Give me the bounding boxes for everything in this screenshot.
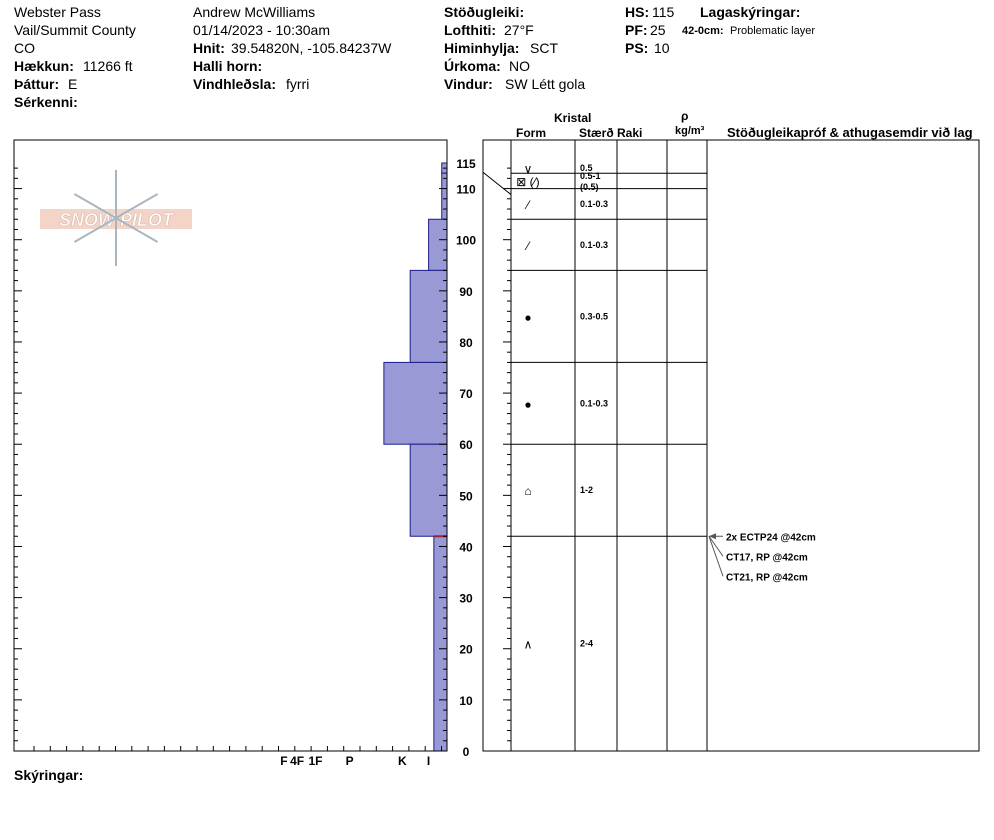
grain-size-7: 2-4	[580, 639, 593, 649]
depth-tick-label: 0	[463, 745, 470, 759]
air-temp-label: Lofthiti:	[444, 22, 497, 38]
hs-value: 115	[652, 4, 675, 20]
hardness-bar-6	[433, 535, 448, 752]
legend-label: Skýringar:	[14, 767, 84, 783]
stability-test-2: CT21, RP @42cm	[726, 572, 808, 583]
grain-size-1: 0.5-1	[580, 171, 601, 181]
crystal-header: Kristal	[554, 111, 592, 125]
grain-form-5: ●	[524, 397, 531, 411]
stability-label: Stöðugleiki:	[444, 4, 525, 20]
layers-legend-label: Lagaskýringar:	[700, 4, 801, 20]
depth-tick-label: 60	[459, 438, 473, 452]
hardness-plot-frame	[13, 139, 448, 752]
depth-tick-label: 110	[456, 183, 476, 197]
elevation-value: 11266 ft	[83, 58, 133, 74]
hardness-bar-3	[409, 269, 448, 363]
wind-value: SW Létt gola	[505, 76, 586, 92]
sky-label: Himinhylja:	[444, 40, 520, 56]
hardness-tick-label: 1F	[308, 754, 322, 768]
air-temp-value: 27°F	[504, 22, 534, 38]
slope-label: Halli horn:	[193, 58, 263, 74]
layers-legend-text: Problematic layer	[730, 25, 815, 37]
grain-form-0: ∨	[524, 162, 533, 176]
hardness-tick-label: 4F	[290, 754, 304, 768]
grain-form-1: ⊠ (⁄)	[516, 175, 539, 189]
tests-header: Stöðugleikapróf & athugasemdir við lag	[727, 125, 973, 140]
grain-size-1: (0.5)	[580, 182, 599, 192]
pf-label: PF:	[625, 22, 648, 38]
hardness-tick-label: I	[427, 754, 430, 768]
features-label: Sérkenni:	[14, 94, 78, 110]
elevation-label: Hækkun:	[14, 58, 74, 74]
state: CO	[14, 40, 35, 56]
form-header: Form	[516, 126, 546, 140]
region: Vail/Summit County	[14, 22, 136, 38]
grain-size-5: 0.1-0.3	[580, 398, 608, 408]
grain-form-7: ∧	[524, 638, 533, 652]
snowpilot-logo: SNOW PILOT	[40, 170, 192, 266]
aspect-value: E	[68, 76, 78, 92]
stability-test-1: CT17, RP @42cm	[726, 552, 808, 563]
depth-tick-label: 50	[459, 489, 473, 503]
snowflake-arm	[73, 193, 117, 219]
depth-tick-label: 80	[459, 336, 473, 350]
grain-size-4: 0.3-0.5	[580, 311, 608, 321]
hardness-bar-2	[428, 218, 448, 271]
density-symbol: ρ	[681, 109, 689, 123]
depth-tick-label: 30	[459, 592, 473, 606]
hardness-tick-label: P	[346, 754, 354, 768]
moisture-header: Raki	[617, 126, 643, 140]
ps-value: 10	[654, 40, 670, 56]
snowflake-arm	[115, 193, 159, 219]
hardness-bar-4	[383, 361, 448, 445]
ps-label: PS:	[625, 40, 649, 56]
depth-tick-label: 20	[459, 643, 473, 657]
precip-value: NO	[509, 58, 530, 74]
hardness-tick-label: F	[280, 754, 287, 768]
grain-size-3: 0.1-0.3	[580, 240, 608, 250]
layer-connector	[482, 171, 512, 195]
grain-form-2: ⁄	[524, 198, 531, 212]
grain-size-2: 0.1-0.3	[580, 199, 608, 209]
hs-label: HS:	[625, 4, 650, 20]
grain-form-3: ⁄	[524, 239, 531, 253]
layers-legend-depth: 42-0cm:	[682, 25, 724, 37]
observer: Andrew McWilliams	[193, 4, 316, 20]
location: Webster Pass	[14, 4, 101, 20]
snowflake-arm	[73, 217, 117, 243]
hardness-tick-label: K	[398, 754, 407, 768]
depth-tick-label: 115	[456, 157, 476, 171]
depth-tick-label: 70	[459, 387, 473, 401]
stability-test-0: 2x ECTP24 @42cm	[726, 532, 816, 543]
test-pointer-2	[708, 536, 724, 577]
density-unit: kg/m³	[675, 125, 705, 137]
grain-size-6: 1-2	[580, 485, 593, 495]
size-header: Stærð	[579, 126, 614, 140]
grain-form-6: ⌂	[524, 484, 531, 498]
hardness-bar-1	[441, 172, 448, 220]
grain-size-0: 0.5	[580, 163, 593, 173]
snowflake-arm	[115, 217, 159, 243]
hardness-bar-5	[409, 443, 448, 537]
test-arrow-head	[709, 533, 716, 540]
pf-value: 25	[650, 22, 666, 38]
wind-label: Vindur:	[444, 76, 493, 92]
precip-label: Úrkoma:	[444, 58, 501, 74]
test-pointer-1	[708, 535, 724, 557]
depth-tick-label: 100	[456, 234, 476, 248]
sky-value: SCT	[530, 40, 558, 56]
wind-loading-label: Vindhleðsla:	[193, 76, 276, 92]
grain-form-4: ●	[524, 310, 531, 324]
grain-table-frame	[482, 139, 980, 752]
aspect-label: Þáttur:	[14, 76, 60, 92]
depth-tick-label: 90	[459, 285, 473, 299]
wind-loading-value: fyrri	[286, 76, 310, 92]
datetime: 01/14/2023 - 10:30am	[193, 22, 330, 38]
coords-value: 39.54820N, -105.84237W	[231, 40, 392, 56]
depth-tick-label: 10	[459, 694, 473, 708]
depth-tick-label: 40	[459, 540, 473, 554]
coords-label: Hnit:	[193, 40, 225, 56]
